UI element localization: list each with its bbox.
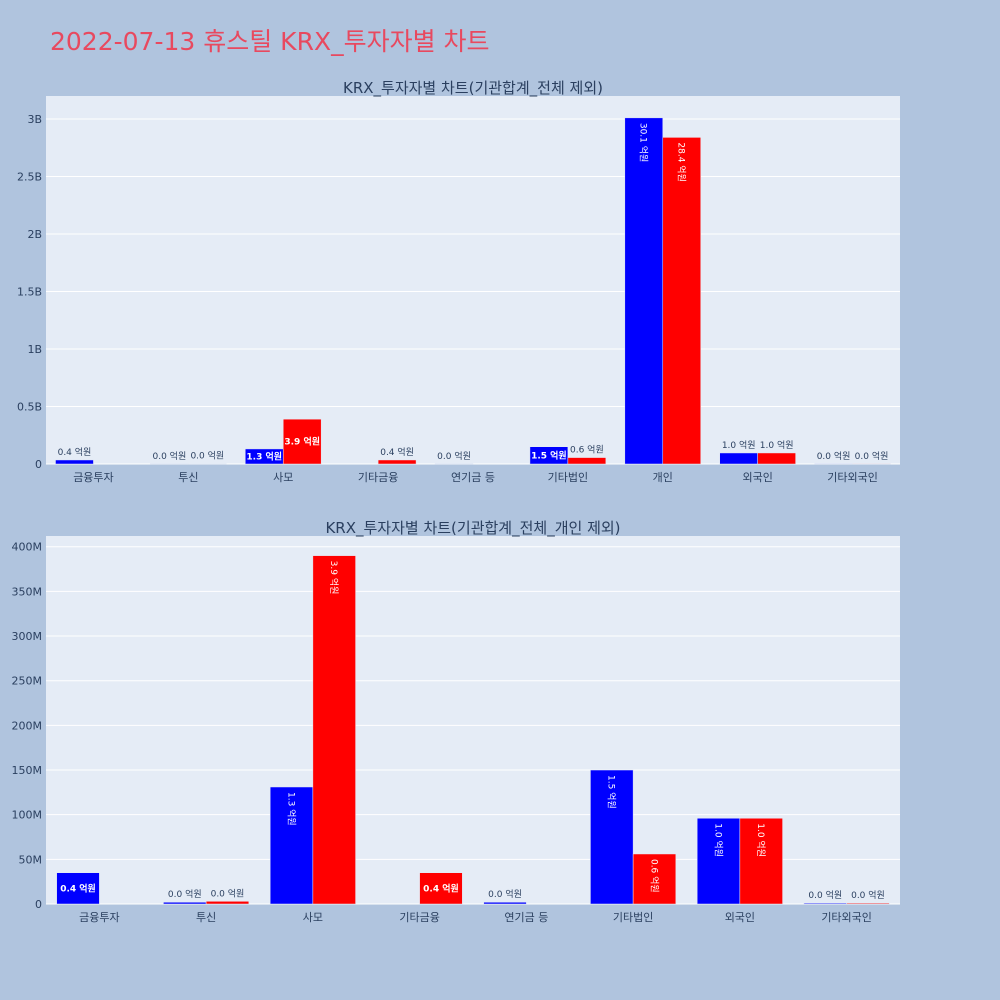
bar-label: 1.0 억원 <box>722 439 756 451</box>
bar-label: 0.0 억원 <box>851 889 885 901</box>
x-tick-label: 개인 <box>653 471 673 484</box>
x-tick-label: 연기금 등 <box>451 471 495 484</box>
bar-label: 3.9 억원 <box>284 436 320 448</box>
plot-area <box>46 96 900 464</box>
bar <box>567 457 607 465</box>
bar <box>590 769 634 905</box>
x-tick-label: 사모 <box>303 911 323 924</box>
x-tick-label: 기타외국인 <box>827 471 878 484</box>
x-tick-label: 기타금융 <box>399 911 439 924</box>
y-tick-label: 250M <box>12 675 43 688</box>
x-tick-label: 투신 <box>178 471 198 484</box>
x-tick-label: 금융투자 <box>79 911 119 924</box>
y-tick-label: 50M <box>19 853 43 866</box>
bar-label: 1.5 억원 <box>531 449 567 461</box>
bar-label: 0.0 억원 <box>168 888 202 900</box>
bar-label: 3.9 억원 <box>328 561 340 595</box>
chart-title: KRX_투자자별 차트(기관합계_전체 제외) <box>343 79 603 98</box>
y-tick-label: 300M <box>12 630 43 643</box>
chart-title: KRX_투자자별 차트(기관합계_전체_개인 제외) <box>325 519 620 538</box>
x-tick-label: 외국인 <box>725 911 755 924</box>
y-tick-label: 100M <box>12 809 43 822</box>
bar <box>632 853 677 905</box>
chart-top: 0 0.5B 1B 1.5B 2B 2.5B 3B KRX_투자자별 차트(기관합계_전체 제… <box>17 79 900 484</box>
page-title: 2022-07-13 휴스틸 KRX_투자자별 차트 <box>50 27 490 56</box>
bar <box>739 818 783 905</box>
bar-label: 0.4 억원 <box>60 882 96 894</box>
y-tick-label: 2.5B <box>17 171 42 184</box>
x-tick-label: 금융투자 <box>73 471 113 484</box>
bar <box>56 872 100 905</box>
bar <box>269 786 314 905</box>
bar <box>803 902 847 905</box>
y-tick-label: 200M <box>12 719 43 732</box>
bar <box>662 137 701 465</box>
y-tick-label: 350M <box>12 585 43 598</box>
y-tick-label: 2B <box>27 228 42 241</box>
y-tick-label: 0.5B <box>17 401 42 414</box>
bar <box>624 117 664 465</box>
x-tick-label: 투신 <box>196 911 216 924</box>
bar-label: 0.6 억원 <box>648 859 660 893</box>
bar <box>419 872 463 905</box>
x-tick-label: 기타법인 <box>613 911 653 924</box>
bar <box>377 459 417 465</box>
bar-label: 0.0 억원 <box>211 887 245 899</box>
bar <box>483 901 527 905</box>
bar-label: 1.0 억원 <box>712 823 724 857</box>
bar-label: 0.6 억원 <box>570 444 604 456</box>
bar <box>529 446 569 465</box>
bar-label: 0.0 억원 <box>488 888 522 900</box>
y-tick-label: 0 <box>35 898 42 911</box>
x-tick-label: 기타금융 <box>358 471 398 484</box>
y-tick-label: 1.5B <box>17 286 42 299</box>
x-tick-label: 연기금 등 <box>504 911 548 924</box>
bar <box>757 452 796 465</box>
bar <box>282 418 322 465</box>
bar-label: 0.0 억원 <box>152 450 186 462</box>
bar-label: 28.4 억원 <box>676 142 688 181</box>
bar-label: 1.0 억원 <box>755 823 767 857</box>
y-tick-label: 150M <box>12 764 43 777</box>
bar <box>312 555 356 905</box>
y-tick-label: 1B <box>27 343 42 356</box>
bar-label: 1.3 억원 <box>285 792 297 826</box>
bar <box>846 902 890 905</box>
bar-label: 0.0 억원 <box>437 450 471 462</box>
bar-label: 1.3 억원 <box>246 450 282 462</box>
bar <box>205 901 250 905</box>
bar-label: 0.4 억원 <box>423 882 459 894</box>
x-tick-label: 기타법인 <box>548 471 588 484</box>
y-tick-label: 0 <box>35 458 42 471</box>
bar-label: 0.4 억원 <box>58 446 92 458</box>
bar-label: 0.0 억원 <box>190 450 224 462</box>
bar-label: 30.1 억원 <box>638 123 650 162</box>
x-tick-label: 기타외국인 <box>821 911 872 924</box>
bar-label: 0.4 억원 <box>380 446 414 458</box>
bar-label: 0.0 억원 <box>817 450 851 462</box>
x-tick-label: 사모 <box>273 471 293 484</box>
bar-label: 0.0 억원 <box>855 450 889 462</box>
bar-label: 1.5 억원 <box>606 775 618 809</box>
bar <box>163 901 207 905</box>
bar-label: 0.0 억원 <box>808 889 842 901</box>
y-tick-label: 3B <box>27 113 42 126</box>
y-tick-label: 400M <box>12 541 43 554</box>
x-tick-label: 외국인 <box>742 471 772 484</box>
bar-label: 1.0 억원 <box>760 439 794 451</box>
bar <box>55 459 94 465</box>
